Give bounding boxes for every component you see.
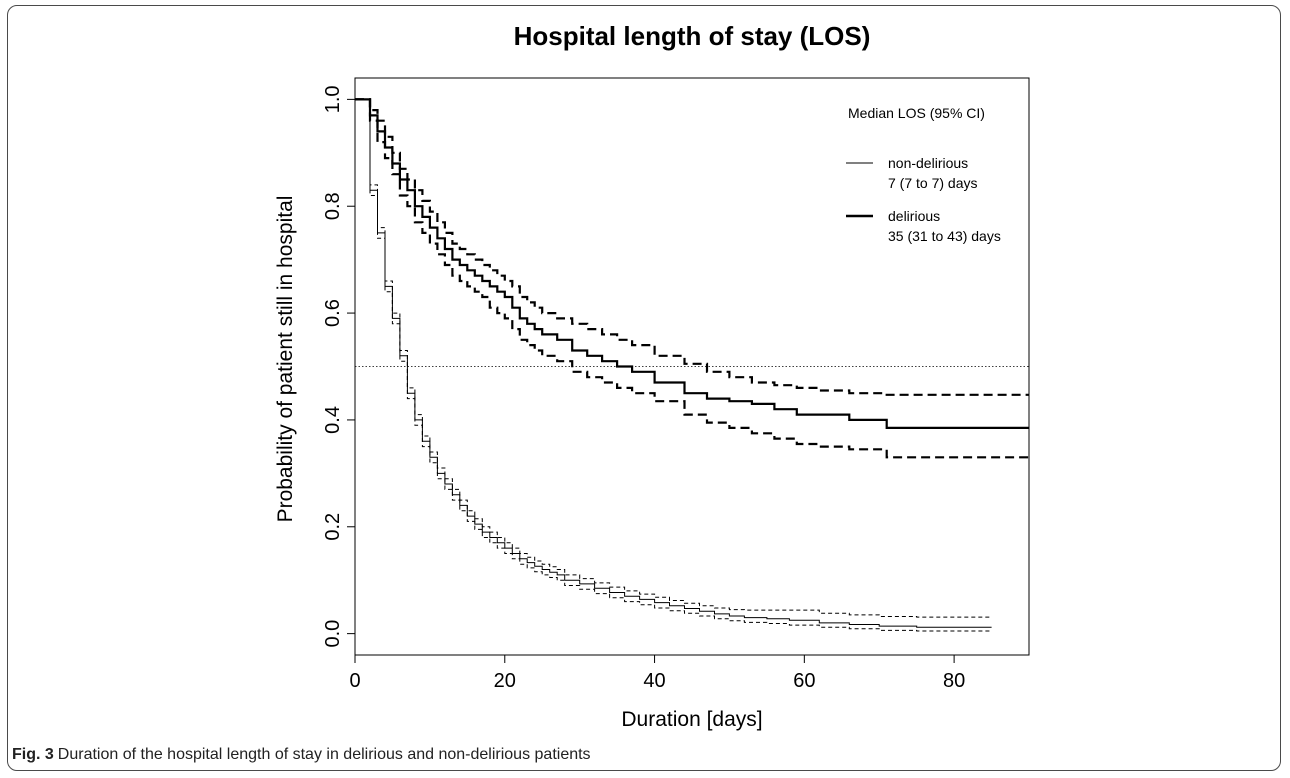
curves <box>355 98 1029 632</box>
x-axis-label: Duration [days] <box>621 708 762 731</box>
ci-lower-delirious <box>355 98 1029 459</box>
axes: 0 20 40 60 80 0.0 0.2 0.4 0.6 0.8 1.0 <box>322 77 1030 692</box>
y-tick-label-0: 0.0 <box>322 620 344 648</box>
ci-upper-delirious <box>355 98 1029 396</box>
figure-frame <box>7 5 1281 771</box>
x-tick-label-60: 60 <box>793 670 815 692</box>
legend-median-non-delirious: 7 (7 to 7) days <box>888 175 978 191</box>
caption-label: Fig. 3 <box>12 746 54 763</box>
y-tick-label-0-8: 0.8 <box>322 192 344 220</box>
x-tick-label-20: 20 <box>494 670 516 692</box>
caption-text: Duration of the hospital length of stay … <box>57 746 591 763</box>
y-axis-label: Probability of patient still in hospital <box>274 196 297 523</box>
y-tick-label-0-4: 0.4 <box>322 406 344 434</box>
legend-label-non-delirious: non-delirious <box>888 155 968 171</box>
y-tick-label-0-2: 0.2 <box>322 513 344 541</box>
x-tick-label-80: 80 <box>943 670 965 692</box>
x-tick-label-40: 40 <box>643 670 665 692</box>
y-tick-label-1: 1.0 <box>322 85 344 113</box>
legend-title: Median LOS (95% CI) <box>848 105 985 121</box>
chart-title: Hospital length of stay (LOS) <box>514 21 871 51</box>
y-tick-label-0-6: 0.6 <box>322 299 344 327</box>
legend: Median LOS (95% CI) non-delirious 7 (7 t… <box>846 105 1001 244</box>
series-line-delirious <box>355 98 1029 429</box>
figure-caption: Fig. 3 Duration of the hospital length of… <box>12 746 591 764</box>
legend-label-delirious: delirious <box>888 208 940 224</box>
x-tick-label-0: 0 <box>349 670 360 692</box>
legend-median-delirious: 35 (31 to 43) days <box>888 228 1001 244</box>
series-line-non-delirious <box>355 98 992 628</box>
ci-upper-non-delirious <box>355 98 992 618</box>
